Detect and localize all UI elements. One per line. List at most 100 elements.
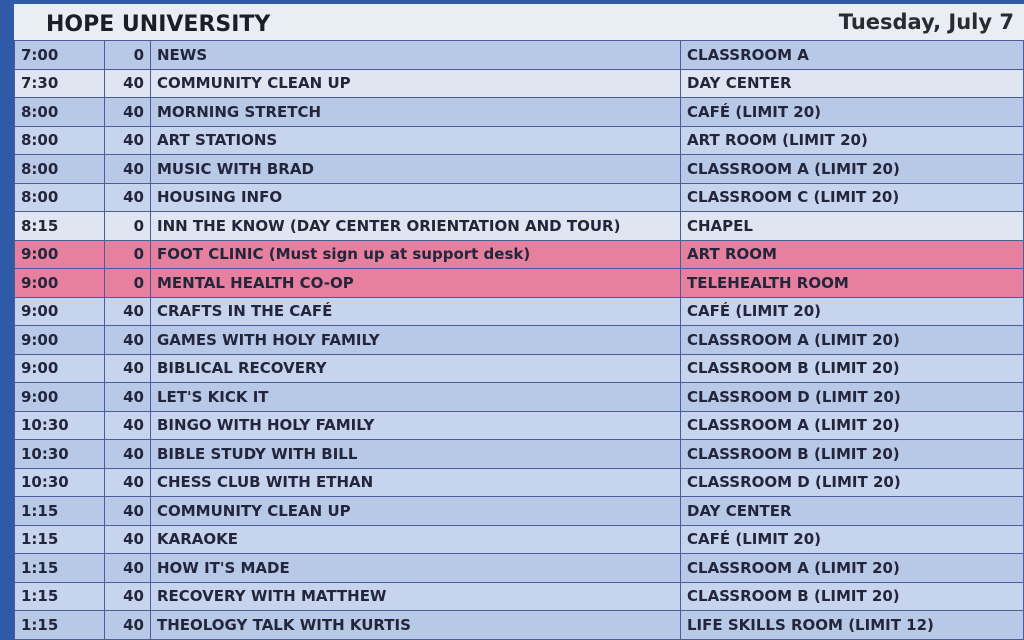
activity: MORNING STRETCH — [150, 97, 681, 127]
time: 8:00 — [14, 125, 105, 155]
time: 9:00 — [14, 325, 105, 355]
time: 8:15 — [14, 211, 105, 241]
schedule-row: 1:15 40 KARAOKE CAFÉ (LIMIT 20) — [14, 524, 1024, 554]
location: CAFÉ (LIMIT 20) — [680, 97, 1024, 127]
location: CLASSROOM C (LIMIT 20) — [680, 182, 1024, 212]
schedule-row: 9:00 40 LET'S KICK IT CLASSROOM D (LIMIT 20… — [14, 382, 1024, 412]
schedule-row: 1:15 40 COMMUNITY CLEAN UP DAY CENTER — [14, 496, 1024, 526]
schedule-row: 7:30 40 COMMUNITY CLEAN UP DAY CENTER — [14, 68, 1024, 98]
location: CLASSROOM A (LIMIT 20) — [680, 325, 1024, 355]
location: CAFÉ (LIMIT 20) — [680, 524, 1024, 554]
time: 9:00 — [14, 382, 105, 412]
count: 40 — [104, 410, 151, 440]
count: 40 — [104, 439, 151, 469]
count: 40 — [104, 581, 151, 611]
schedule-row: 8:00 40 HOUSING INFO CLASSROOM C (LIMIT 20) — [14, 182, 1024, 212]
schedule-row: 8:15 0 INN THE KNOW (DAY CENTER ORIENTATIO… — [14, 211, 1024, 241]
schedule-row: 10:30 40 CHESS CLUB WITH ETHAN CLASSROOM D … — [14, 467, 1024, 497]
count: 40 — [104, 610, 151, 640]
activity: BINGO WITH HOLY FAMILY — [150, 410, 681, 440]
activity: CHESS CLUB WITH ETHAN — [150, 467, 681, 497]
time: 1:15 — [14, 553, 105, 583]
schedule-row: 9:00 40 GAMES WITH HOLY FAMILY CLASSROOM A … — [14, 325, 1024, 355]
location: CLASSROOM D (LIMIT 20) — [680, 382, 1024, 412]
location: TELEHEALTH ROOM — [680, 268, 1024, 298]
schedule-row: 7:00 0 NEWS CLASSROOM A — [14, 40, 1024, 70]
time: 1:15 — [14, 496, 105, 526]
count: 40 — [104, 353, 151, 383]
schedule-row: 8:00 40 MUSIC WITH BRAD CLASSROOM A (LIMIT … — [14, 154, 1024, 184]
count: 40 — [104, 97, 151, 127]
schedule-row: 10:30 40 BINGO WITH HOLY FAMILY CLASSROOM A… — [14, 410, 1024, 440]
time: 9:00 — [14, 268, 105, 298]
time: 9:00 — [14, 353, 105, 383]
activity: GAMES WITH HOLY FAMILY — [150, 325, 681, 355]
activity: FOOT CLINIC (Must sign up at support des… — [150, 239, 681, 269]
time: 1:15 — [14, 610, 105, 640]
schedule-row: 9:00 40 CRAFTS IN THE CAFÉ CAFÉ (LIMIT 20) — [14, 296, 1024, 326]
count: 40 — [104, 296, 151, 326]
schedule-row: 1:15 40 THEOLOGY TALK WITH KURTIS LIFE SKIL… — [14, 610, 1024, 640]
location: CLASSROOM A — [680, 40, 1024, 70]
location: DAY CENTER — [680, 68, 1024, 98]
count: 40 — [104, 524, 151, 554]
activity: RECOVERY WITH MATTHEW — [150, 581, 681, 611]
activity: BIBLE STUDY WITH BILL — [150, 439, 681, 469]
schedule-row: 9:00 40 BIBLICAL RECOVERY CLASSROOM B (LIMI… — [14, 353, 1024, 383]
location: CHAPEL — [680, 211, 1024, 241]
count: 40 — [104, 553, 151, 583]
activity: COMMUNITY CLEAN UP — [150, 496, 681, 526]
activity: MENTAL HEALTH CO-OP — [150, 268, 681, 298]
time: 8:00 — [14, 182, 105, 212]
schedule-table: 7:00 0 NEWS CLASSROOM A 7:30 40 COMMUNITY CLEA… — [14, 40, 1024, 640]
schedule-row: 8:00 40 MORNING STRETCH CAFÉ (LIMIT 20) — [14, 97, 1024, 127]
count: 0 — [104, 211, 151, 241]
time: 8:00 — [14, 154, 105, 184]
title: HOPE UNIVERSITY — [46, 12, 271, 37]
count: 40 — [104, 467, 151, 497]
count: 0 — [104, 239, 151, 269]
time: 9:00 — [14, 296, 105, 326]
count: 0 — [104, 268, 151, 298]
time: 9:00 — [14, 239, 105, 269]
location: CAFÉ (LIMIT 20) — [680, 296, 1024, 326]
count: 40 — [104, 496, 151, 526]
time: 10:30 — [14, 467, 105, 497]
location: CLASSROOM A (LIMIT 20) — [680, 154, 1024, 184]
time: 1:15 — [14, 524, 105, 554]
time: 7:00 — [14, 40, 105, 70]
location: CLASSROOM D (LIMIT 20) — [680, 467, 1024, 497]
schedule-sheet: HOPE UNIVERSITY Tuesday, July 7 7:00 0 NEW… — [14, 4, 1024, 640]
activity: HOUSING INFO — [150, 182, 681, 212]
activity: MUSIC WITH BRAD — [150, 154, 681, 184]
count: 40 — [104, 154, 151, 184]
count: 40 — [104, 382, 151, 412]
count: 0 — [104, 40, 151, 70]
location: CLASSROOM B (LIMIT 20) — [680, 581, 1024, 611]
time: 10:30 — [14, 439, 105, 469]
activity: KARAOKE — [150, 524, 681, 554]
location: CLASSROOM B (LIMIT 20) — [680, 353, 1024, 383]
activity: INN THE KNOW (DAY CENTER ORIENTATION AND… — [150, 211, 681, 241]
activity: LET'S KICK IT — [150, 382, 681, 412]
location: ART ROOM — [680, 239, 1024, 269]
location: CLASSROOM A (LIMIT 20) — [680, 553, 1024, 583]
location: ART ROOM (LIMIT 20) — [680, 125, 1024, 155]
activity: HOW IT'S MADE — [150, 553, 681, 583]
schedule-row: 9:00 0 MENTAL HEALTH CO-OP TELEHEALTH ROOM — [14, 268, 1024, 298]
activity: BIBLICAL RECOVERY — [150, 353, 681, 383]
header: HOPE UNIVERSITY Tuesday, July 7 — [14, 4, 1024, 40]
count: 40 — [104, 182, 151, 212]
activity: COMMUNITY CLEAN UP — [150, 68, 681, 98]
count: 40 — [104, 325, 151, 355]
schedule-row: 1:15 40 RECOVERY WITH MATTHEW CLASSROOM B (… — [14, 581, 1024, 611]
schedule-row: 10:30 40 BIBLE STUDY WITH BILL CLASSROOM B … — [14, 439, 1024, 469]
location: LIFE SKILLS ROOM (LIMIT 12) — [680, 610, 1024, 640]
schedule-row: 9:00 0 FOOT CLINIC (Must sign up at suppor… — [14, 239, 1024, 269]
schedule-row: 1:15 40 HOW IT'S MADE CLASSROOM A (LIMIT 20… — [14, 553, 1024, 583]
activity: ART STATIONS — [150, 125, 681, 155]
time: 8:00 — [14, 97, 105, 127]
date: Tuesday, July 7 — [838, 10, 1014, 34]
location: CLASSROOM A (LIMIT 20) — [680, 410, 1024, 440]
